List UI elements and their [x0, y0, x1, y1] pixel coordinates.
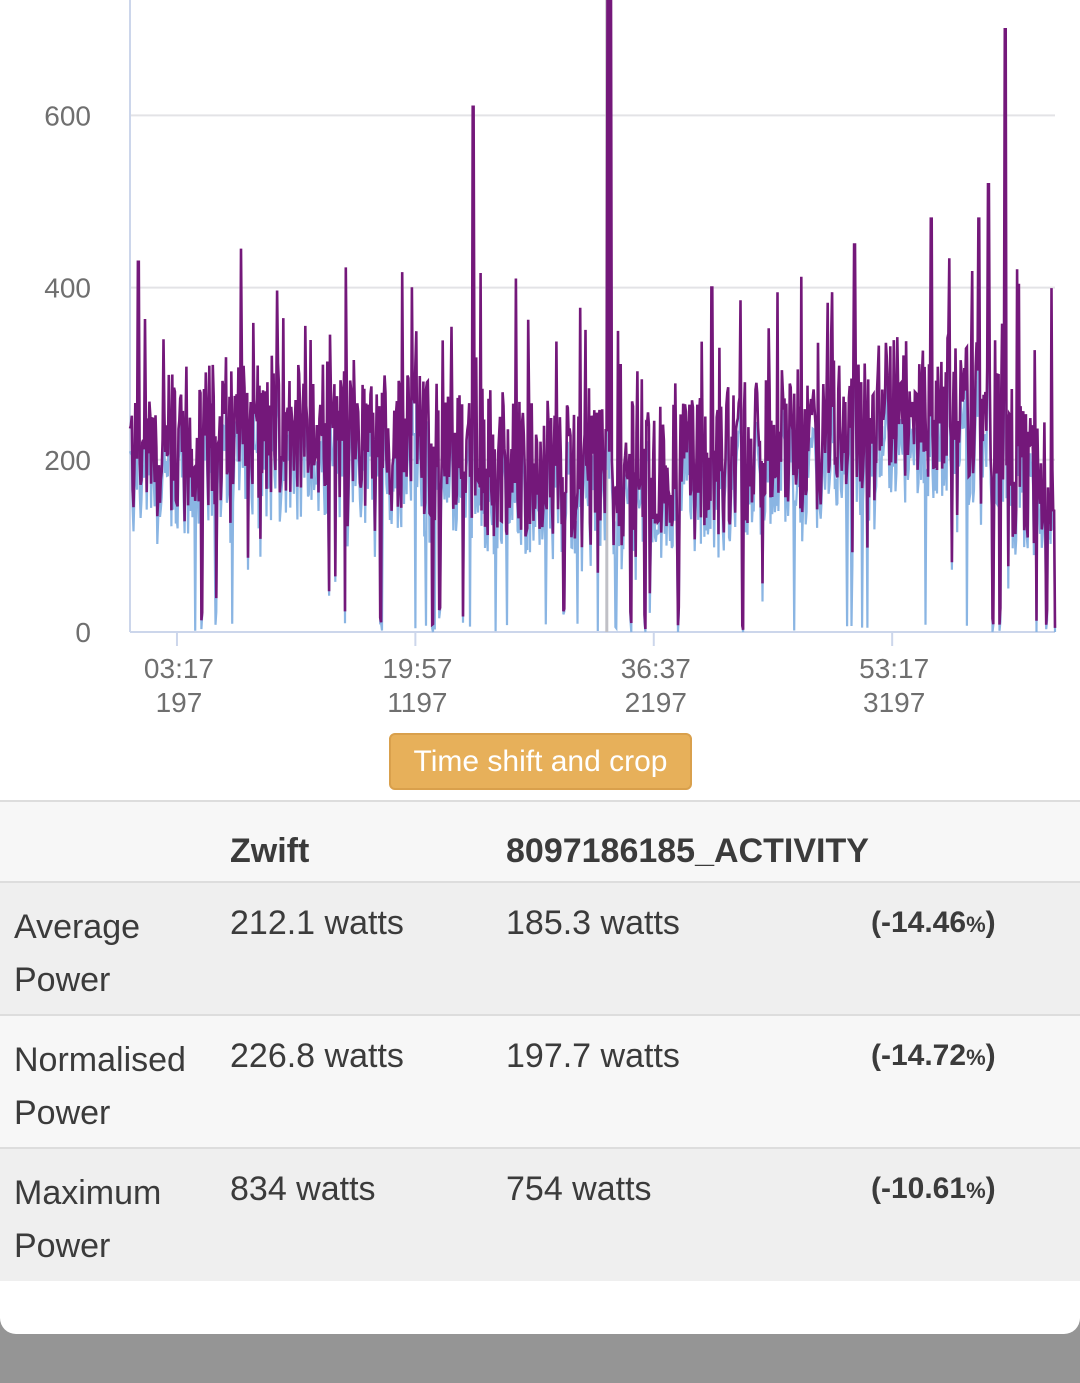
row-label: Maximum Power	[14, 1174, 162, 1265]
y-tick-label: 200	[44, 445, 91, 476]
zwift-value: 834 watts	[230, 1170, 376, 1208]
table-header-row: Zwift 8097186185_ACTIVITY	[0, 801, 1080, 882]
activity-value: 754 watts	[506, 1170, 652, 1208]
header-zwift: Zwift	[230, 831, 310, 870]
x-tick-time: 19:57	[382, 653, 452, 684]
table-row: Normalised Power 226.8 watts 197.7 watts…	[0, 1015, 1080, 1148]
comparison-card: 0 200 400 600 03:17 197 19:57 1197 36:37 2197 53:1…	[0, 0, 1080, 1334]
x-tick-time: 03:17	[144, 653, 214, 684]
zwift-value: 226.8 watts	[230, 1037, 404, 1075]
row-label: Average Power	[14, 908, 141, 999]
y-tick: 400	[44, 273, 91, 304]
series-line-light	[128, 77, 1057, 633]
y-tick: 0	[75, 617, 91, 648]
x-tick-seconds: 1197	[387, 687, 447, 718]
time-shift-crop-button[interactable]: Time shift and crop	[389, 733, 692, 790]
x-tick-seconds: 2197	[625, 687, 687, 718]
x-tick-time: 36:37	[621, 653, 691, 684]
y-tick-label: 400	[44, 273, 91, 304]
x-tick-seconds: 3197	[863, 687, 925, 718]
row-label: Normalised Power	[14, 1041, 186, 1132]
header-empty	[0, 801, 230, 882]
percent-difference: (-14.46%)	[871, 906, 996, 939]
percent-difference: (-10.61%)	[871, 1172, 996, 1205]
header-activity: 8097186185_ACTIVITY	[506, 831, 869, 870]
x-tick-seconds: 197	[156, 687, 203, 718]
y-tick: 600	[44, 100, 91, 131]
series-line-dark	[128, 0, 1057, 631]
zwift-value: 212.1 watts	[230, 904, 404, 942]
table-row: Maximum Power 834 watts 754 watts (-10.6…	[0, 1148, 1080, 1281]
activity-value: 185.3 watts	[506, 904, 680, 942]
activity-value: 197.7 watts	[506, 1037, 680, 1075]
table-row: Average Power 212.1 watts 185.3 watts (-…	[0, 882, 1080, 1015]
percent-difference: (-14.72%)	[871, 1039, 996, 1072]
y-tick: 200	[44, 445, 91, 476]
header-diff	[871, 801, 1080, 882]
power-stats-table: Zwift 8097186185_ACTIVITY Average Power …	[0, 800, 1080, 1281]
x-tick-time: 53:17	[859, 653, 929, 684]
y-tick-label: 0	[75, 617, 91, 648]
y-tick-label: 600	[44, 100, 91, 131]
